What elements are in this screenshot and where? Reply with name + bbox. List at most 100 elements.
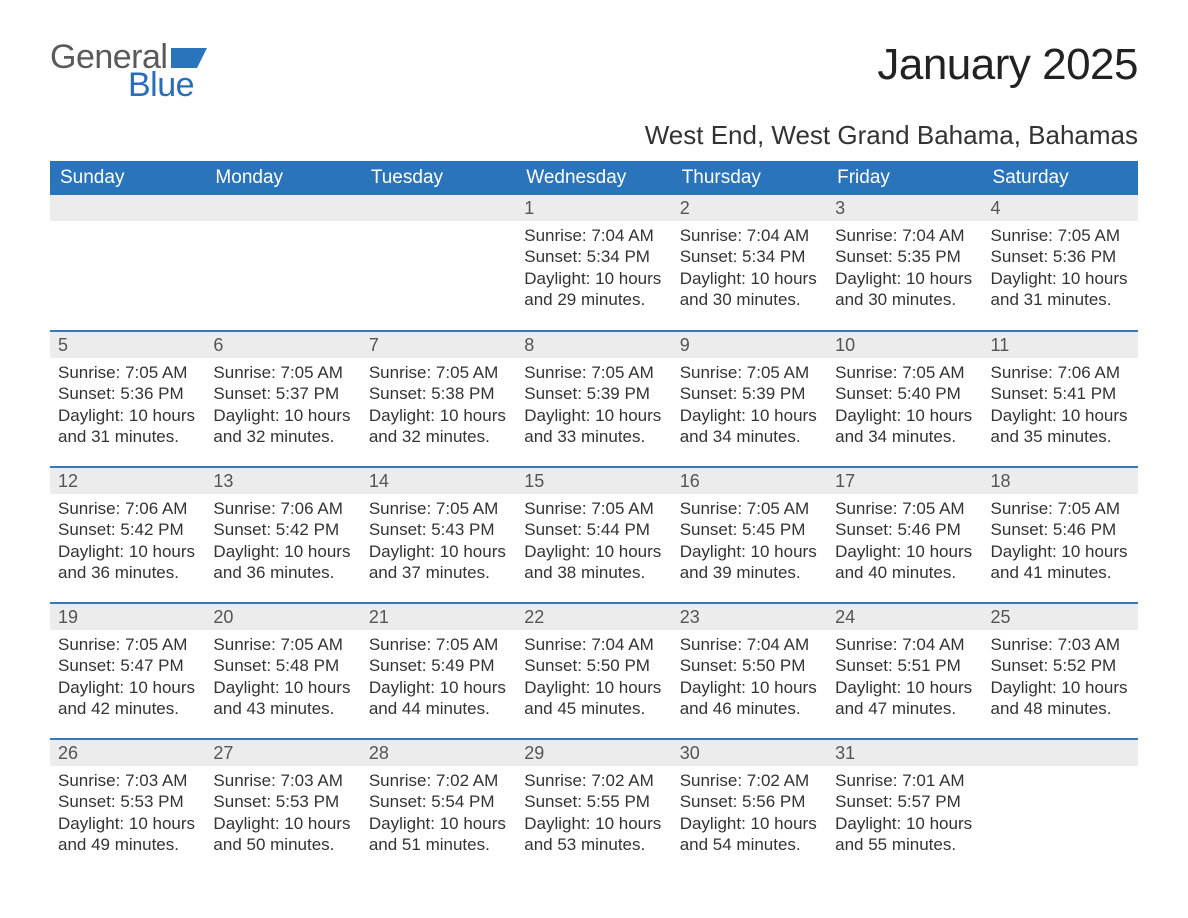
calendar-day-cell bbox=[983, 739, 1138, 875]
day-number: 24 bbox=[827, 604, 982, 630]
day-details: Sunrise: 7:05 AMSunset: 5:39 PMDaylight:… bbox=[516, 358, 671, 455]
day-details: Sunrise: 7:05 AMSunset: 5:47 PMDaylight:… bbox=[50, 630, 205, 727]
sunrise-line: Sunrise: 7:06 AM bbox=[213, 498, 352, 519]
daylight-line: Daylight: 10 hours and 32 minutes. bbox=[213, 405, 352, 448]
sunrise-line: Sunrise: 7:04 AM bbox=[680, 634, 819, 655]
day-details: Sunrise: 7:04 AMSunset: 5:50 PMDaylight:… bbox=[672, 630, 827, 727]
sunrise-line: Sunrise: 7:05 AM bbox=[524, 362, 663, 383]
day-details: Sunrise: 7:04 AMSunset: 5:35 PMDaylight:… bbox=[827, 221, 982, 318]
day-number: 31 bbox=[827, 740, 982, 766]
calendar-day-cell: 21Sunrise: 7:05 AMSunset: 5:49 PMDayligh… bbox=[361, 603, 516, 739]
calendar-day-cell: 1Sunrise: 7:04 AMSunset: 5:34 PMDaylight… bbox=[516, 195, 671, 331]
sunset-line: Sunset: 5:39 PM bbox=[524, 383, 663, 404]
calendar-day-cell: 26Sunrise: 7:03 AMSunset: 5:53 PMDayligh… bbox=[50, 739, 205, 875]
sunset-line: Sunset: 5:50 PM bbox=[680, 655, 819, 676]
sunrise-line: Sunrise: 7:05 AM bbox=[58, 362, 197, 383]
sunrise-line: Sunrise: 7:05 AM bbox=[58, 634, 197, 655]
day-details: Sunrise: 7:06 AMSunset: 5:42 PMDaylight:… bbox=[205, 494, 360, 591]
sunset-line: Sunset: 5:36 PM bbox=[58, 383, 197, 404]
calendar-day-cell: 7Sunrise: 7:05 AMSunset: 5:38 PMDaylight… bbox=[361, 331, 516, 467]
calendar-table: Sunday Monday Tuesday Wednesday Thursday… bbox=[50, 161, 1138, 875]
day-details: Sunrise: 7:02 AMSunset: 5:56 PMDaylight:… bbox=[672, 766, 827, 863]
day-details: Sunrise: 7:06 AMSunset: 5:42 PMDaylight:… bbox=[50, 494, 205, 591]
day-details: Sunrise: 7:05 AMSunset: 5:36 PMDaylight:… bbox=[50, 358, 205, 455]
sunset-line: Sunset: 5:46 PM bbox=[991, 519, 1130, 540]
sunset-line: Sunset: 5:57 PM bbox=[835, 791, 974, 812]
sunset-line: Sunset: 5:37 PM bbox=[213, 383, 352, 404]
daylight-line: Daylight: 10 hours and 32 minutes. bbox=[369, 405, 508, 448]
calendar-day-cell: 6Sunrise: 7:05 AMSunset: 5:37 PMDaylight… bbox=[205, 331, 360, 467]
calendar-day-cell: 27Sunrise: 7:03 AMSunset: 5:53 PMDayligh… bbox=[205, 739, 360, 875]
sunset-line: Sunset: 5:53 PM bbox=[58, 791, 197, 812]
logo-text-blue: Blue bbox=[128, 68, 207, 102]
calendar-day-cell: 24Sunrise: 7:04 AMSunset: 5:51 PMDayligh… bbox=[827, 603, 982, 739]
calendar-week-row: 26Sunrise: 7:03 AMSunset: 5:53 PMDayligh… bbox=[50, 739, 1138, 875]
calendar-day-cell bbox=[205, 195, 360, 331]
day-details: Sunrise: 7:04 AMSunset: 5:51 PMDaylight:… bbox=[827, 630, 982, 727]
day-number: 28 bbox=[361, 740, 516, 766]
calendar-week-row: 12Sunrise: 7:06 AMSunset: 5:42 PMDayligh… bbox=[50, 467, 1138, 603]
sunrise-line: Sunrise: 7:04 AM bbox=[835, 634, 974, 655]
day-details: Sunrise: 7:02 AMSunset: 5:55 PMDaylight:… bbox=[516, 766, 671, 863]
sunrise-line: Sunrise: 7:05 AM bbox=[369, 498, 508, 519]
day-number: 1 bbox=[516, 195, 671, 221]
daylight-line: Daylight: 10 hours and 45 minutes. bbox=[524, 677, 663, 720]
calendar-day-cell: 10Sunrise: 7:05 AMSunset: 5:40 PMDayligh… bbox=[827, 331, 982, 467]
sunrise-line: Sunrise: 7:05 AM bbox=[680, 362, 819, 383]
day-details: Sunrise: 7:04 AMSunset: 5:34 PMDaylight:… bbox=[672, 221, 827, 318]
calendar-day-cell bbox=[50, 195, 205, 331]
calendar-day-cell: 19Sunrise: 7:05 AMSunset: 5:47 PMDayligh… bbox=[50, 603, 205, 739]
daylight-line: Daylight: 10 hours and 38 minutes. bbox=[524, 541, 663, 584]
sunset-line: Sunset: 5:54 PM bbox=[369, 791, 508, 812]
weekday-header: Friday bbox=[827, 161, 982, 195]
day-details: Sunrise: 7:03 AMSunset: 5:53 PMDaylight:… bbox=[205, 766, 360, 863]
calendar-day-cell: 2Sunrise: 7:04 AMSunset: 5:34 PMDaylight… bbox=[672, 195, 827, 331]
day-number: 30 bbox=[672, 740, 827, 766]
day-details: Sunrise: 7:05 AMSunset: 5:48 PMDaylight:… bbox=[205, 630, 360, 727]
sunset-line: Sunset: 5:41 PM bbox=[991, 383, 1130, 404]
sunrise-line: Sunrise: 7:02 AM bbox=[680, 770, 819, 791]
weekday-header: Wednesday bbox=[516, 161, 671, 195]
calendar-day-cell: 11Sunrise: 7:06 AMSunset: 5:41 PMDayligh… bbox=[983, 331, 1138, 467]
sunset-line: Sunset: 5:35 PM bbox=[835, 246, 974, 267]
sunset-line: Sunset: 5:53 PM bbox=[213, 791, 352, 812]
sunset-line: Sunset: 5:40 PM bbox=[835, 383, 974, 404]
calendar-day-cell: 31Sunrise: 7:01 AMSunset: 5:57 PMDayligh… bbox=[827, 739, 982, 875]
calendar-day-cell: 18Sunrise: 7:05 AMSunset: 5:46 PMDayligh… bbox=[983, 467, 1138, 603]
calendar-day-cell: 22Sunrise: 7:04 AMSunset: 5:50 PMDayligh… bbox=[516, 603, 671, 739]
day-number bbox=[361, 195, 516, 221]
sunrise-line: Sunrise: 7:01 AM bbox=[835, 770, 974, 791]
daylight-line: Daylight: 10 hours and 29 minutes. bbox=[524, 268, 663, 311]
day-number: 6 bbox=[205, 332, 360, 358]
sunrise-line: Sunrise: 7:04 AM bbox=[835, 225, 974, 246]
day-number: 14 bbox=[361, 468, 516, 494]
day-details: Sunrise: 7:01 AMSunset: 5:57 PMDaylight:… bbox=[827, 766, 982, 863]
sunset-line: Sunset: 5:44 PM bbox=[524, 519, 663, 540]
sunset-line: Sunset: 5:48 PM bbox=[213, 655, 352, 676]
day-number: 27 bbox=[205, 740, 360, 766]
day-number: 4 bbox=[983, 195, 1138, 221]
sunrise-line: Sunrise: 7:02 AM bbox=[524, 770, 663, 791]
day-number: 9 bbox=[672, 332, 827, 358]
daylight-line: Daylight: 10 hours and 44 minutes. bbox=[369, 677, 508, 720]
day-number: 18 bbox=[983, 468, 1138, 494]
day-number bbox=[50, 195, 205, 221]
daylight-line: Daylight: 10 hours and 37 minutes. bbox=[369, 541, 508, 584]
daylight-line: Daylight: 10 hours and 46 minutes. bbox=[680, 677, 819, 720]
calendar-day-cell: 13Sunrise: 7:06 AMSunset: 5:42 PMDayligh… bbox=[205, 467, 360, 603]
calendar-day-cell: 3Sunrise: 7:04 AMSunset: 5:35 PMDaylight… bbox=[827, 195, 982, 331]
day-number: 7 bbox=[361, 332, 516, 358]
sunset-line: Sunset: 5:34 PM bbox=[524, 246, 663, 267]
sunset-line: Sunset: 5:46 PM bbox=[835, 519, 974, 540]
day-details: Sunrise: 7:05 AMSunset: 5:44 PMDaylight:… bbox=[516, 494, 671, 591]
sunset-line: Sunset: 5:38 PM bbox=[369, 383, 508, 404]
daylight-line: Daylight: 10 hours and 48 minutes. bbox=[991, 677, 1130, 720]
calendar-day-cell: 29Sunrise: 7:02 AMSunset: 5:55 PMDayligh… bbox=[516, 739, 671, 875]
calendar-day-cell: 8Sunrise: 7:05 AMSunset: 5:39 PMDaylight… bbox=[516, 331, 671, 467]
sunrise-line: Sunrise: 7:03 AM bbox=[58, 770, 197, 791]
day-number: 26 bbox=[50, 740, 205, 766]
sunset-line: Sunset: 5:47 PM bbox=[58, 655, 197, 676]
day-details: Sunrise: 7:05 AMSunset: 5:45 PMDaylight:… bbox=[672, 494, 827, 591]
day-details: Sunrise: 7:05 AMSunset: 5:40 PMDaylight:… bbox=[827, 358, 982, 455]
sunrise-line: Sunrise: 7:05 AM bbox=[991, 225, 1130, 246]
